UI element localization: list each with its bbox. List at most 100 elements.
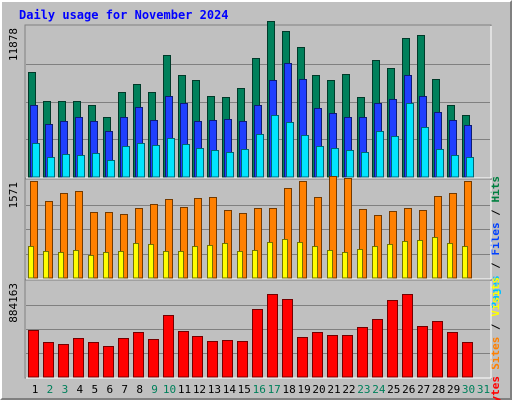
- legend-separator: /: [489, 256, 502, 276]
- x-tick-label: 1: [32, 383, 39, 396]
- x-tick-label: 29: [447, 383, 460, 396]
- bar-sites-day-30: [462, 246, 468, 279]
- legend-visits: Visits: [489, 277, 502, 317]
- x-tick-label: 20: [312, 383, 325, 396]
- bar-pages-day-11: [182, 144, 190, 178]
- x-tick-label: 27: [417, 383, 430, 396]
- bar-kbytes-day-1: [28, 330, 39, 378]
- bar-sites-day-27: [417, 240, 423, 279]
- bar-pages-day-25: [391, 136, 399, 178]
- bar-sites-day-22: [342, 252, 348, 279]
- panel-kbytes: 884163 KBytes: [7, 279, 502, 400]
- bar-pages-day-29: [451, 155, 459, 178]
- bar-kbytes-day-28: [432, 321, 443, 378]
- bar-pages-day-4: [77, 155, 85, 178]
- x-tick-label: 30: [462, 383, 475, 396]
- x-tick-label: 8: [136, 383, 143, 396]
- bar-pages-day-5: [92, 153, 100, 178]
- bar-kbytes-day-23: [357, 327, 368, 378]
- bar-sites-day-2: [43, 251, 49, 279]
- legend-files: Files: [489, 222, 502, 255]
- bar-sites-day-13: [207, 245, 213, 279]
- x-tick-label: 14: [223, 383, 237, 396]
- x-tick-label: 9: [151, 383, 158, 396]
- bar-kbytes-day-16: [252, 309, 263, 378]
- bar-kbytes-day-17: [267, 294, 278, 378]
- bar-pages-day-28: [436, 149, 444, 178]
- x-tick-label: 22: [342, 383, 355, 396]
- bar-pages-day-18: [286, 122, 294, 178]
- bar-sites-day-10: [163, 251, 169, 279]
- x-tick-label: 16: [253, 383, 266, 396]
- bar-pages-day-23: [361, 152, 369, 178]
- bar-kbytes-day-5: [88, 342, 99, 378]
- bar-pages-day-22: [346, 150, 354, 178]
- bar-pages-day-9: [152, 145, 160, 178]
- bar-sites-day-5: [88, 255, 94, 279]
- bar-pages-day-27: [421, 127, 429, 178]
- bar-kbytes-day-7: [118, 338, 129, 378]
- bar-pages-day-21: [331, 148, 339, 178]
- bar-sites-day-29: [447, 243, 453, 279]
- bar-kbytes-day-20: [312, 332, 323, 378]
- bar-pages-day-12: [196, 148, 204, 178]
- bar-sites-day-16: [252, 250, 258, 279]
- bar-kbytes-day-15: [237, 341, 248, 378]
- x-tick-label: 19: [297, 383, 310, 396]
- bar-sites-day-26: [402, 241, 408, 279]
- bar-sites-day-25: [387, 244, 393, 279]
- legend-sites: Sites: [489, 337, 502, 370]
- x-tick-label: 10: [163, 383, 176, 396]
- legend-kbytes: KBytes: [489, 376, 502, 400]
- bar-pages-day-15: [241, 149, 249, 178]
- x-tick-label: 31: [477, 383, 490, 396]
- panel-max-label: 1571: [7, 182, 20, 209]
- bar-kbytes-day-10: [163, 315, 174, 378]
- bar-kbytes-day-26: [402, 294, 413, 378]
- x-tick-label: 12: [193, 383, 206, 396]
- bar-kbytes-day-27: [417, 326, 428, 378]
- bar-pages-day-8: [137, 143, 145, 178]
- bar-sites-day-19: [297, 242, 303, 279]
- bar-sites-day-7: [118, 251, 124, 279]
- bar-pages-day-14: [226, 152, 234, 178]
- x-tick-label: 18: [283, 383, 296, 396]
- x-tick-label: 11: [178, 383, 191, 396]
- bar-pages-day-30: [466, 157, 474, 178]
- bar-pages-day-7: [122, 146, 130, 178]
- bar-kbytes-day-13: [207, 341, 218, 378]
- bar-kbytes-day-9: [148, 339, 159, 378]
- bar-sites-day-1: [28, 246, 34, 279]
- bar-pages-day-6: [107, 160, 115, 178]
- bar-kbytes-day-6: [103, 346, 114, 378]
- x-tick-label: 4: [77, 383, 84, 396]
- bar-pages-day-10: [167, 138, 175, 178]
- x-tick-label: 6: [106, 383, 113, 396]
- x-tick-label: 5: [91, 383, 98, 396]
- bar-sites-day-15: [237, 251, 243, 279]
- x-tick-label: 24: [372, 383, 386, 396]
- x-tick-label: 15: [238, 383, 251, 396]
- bar-kbytes-day-14: [222, 340, 233, 378]
- x-tick-label: 7: [121, 383, 128, 396]
- bar-pages-day-26: [406, 103, 414, 178]
- legend-hits: Hits: [489, 176, 502, 203]
- legend-separator: /: [489, 317, 502, 337]
- bar-kbytes-day-8: [133, 332, 144, 378]
- bar-sites-day-17: [267, 242, 273, 279]
- bar-pages-day-16: [256, 134, 264, 178]
- bar-pages-day-2: [47, 157, 55, 178]
- bar-sites-day-20: [312, 246, 318, 279]
- bar-sites-day-11: [178, 251, 184, 279]
- bar-kbytes-day-2: [43, 342, 54, 378]
- bar-sites-day-6: [103, 252, 109, 279]
- panel-legend: KBytes: [489, 376, 502, 400]
- bar-kbytes-day-18: [282, 299, 293, 378]
- bar-kbytes-day-24: [372, 319, 383, 378]
- x-tick-label: 2: [47, 383, 54, 396]
- bar-kbytes-day-19: [297, 337, 308, 378]
- x-tick-label: 3: [62, 383, 69, 396]
- bar-sites-day-21: [327, 250, 333, 279]
- panel-max-label: 11878: [7, 28, 20, 61]
- bar-kbytes-day-21: [327, 335, 338, 378]
